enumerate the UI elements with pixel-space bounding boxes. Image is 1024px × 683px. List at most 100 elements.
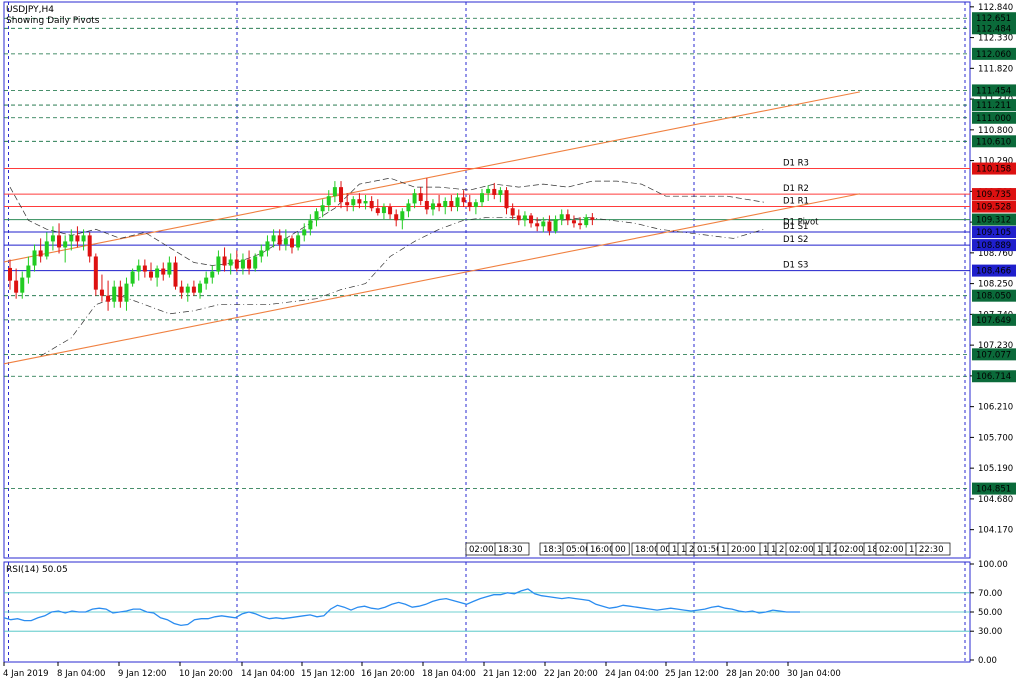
candle-body xyxy=(179,286,184,293)
price-level-tag: 110.610 xyxy=(972,135,1016,148)
candle xyxy=(87,232,92,263)
candle xyxy=(20,271,25,299)
candle-body xyxy=(529,215,534,224)
candle-body xyxy=(455,197,460,208)
rsi-line xyxy=(3,588,800,627)
candle-body xyxy=(326,196,331,206)
pivot-label: D1 S3 xyxy=(783,261,808,271)
candle-body xyxy=(443,201,448,208)
candle xyxy=(308,214,313,236)
candle-body xyxy=(590,217,595,220)
candle xyxy=(480,188,485,208)
price-level-tag: 108.466 xyxy=(972,264,1016,277)
candle-body xyxy=(388,207,393,215)
pivot-label: D1 S1 xyxy=(783,222,808,232)
rsi-tick-label: 50.00 xyxy=(978,608,1002,618)
price-level-tag-box xyxy=(972,84,1016,97)
price-level-tag-label: 112.060 xyxy=(976,50,1011,60)
time-tick-label: 4 Jan 2019 xyxy=(3,669,49,679)
candle xyxy=(498,187,503,203)
candle xyxy=(516,209,521,226)
time-tick-label: 9 Jan 12:00 xyxy=(118,669,166,679)
candle xyxy=(234,250,239,272)
pivot-label: D1 S2 xyxy=(783,235,808,245)
price-level-tag: 111.000 xyxy=(972,111,1016,124)
price-level-tag: 104.851 xyxy=(972,482,1016,495)
pivot-label: D1 Pivot xyxy=(783,218,819,228)
price-level-tag: 107.077 xyxy=(972,348,1016,361)
candle-body xyxy=(486,188,491,194)
price-level-tag: 112.484 xyxy=(972,22,1016,35)
price-level-tag: 108.889 xyxy=(972,239,1016,252)
price-tick-label: 107.230 xyxy=(978,341,1013,351)
price-level-tag: 109.735 xyxy=(972,188,1016,201)
price-tick-label: 110.290 xyxy=(978,157,1013,167)
candle-body xyxy=(535,223,540,227)
rsi-tick-label: 70.00 xyxy=(978,589,1002,599)
rsi-tick-label: 100.00 xyxy=(978,560,1008,570)
candle xyxy=(547,215,552,236)
candle xyxy=(69,229,74,251)
candle xyxy=(228,253,233,275)
overlap-time-tag-label: 1 xyxy=(771,545,776,555)
candle xyxy=(345,193,350,212)
candle xyxy=(93,253,98,296)
pivot-label: D1 R3 xyxy=(783,159,809,169)
candle xyxy=(296,232,301,251)
candle xyxy=(167,256,172,278)
candle-body xyxy=(93,256,98,290)
candle xyxy=(112,280,117,308)
candle-body xyxy=(461,197,466,203)
candle-body xyxy=(363,201,368,204)
candle-body xyxy=(50,235,55,242)
upper-envelope-line xyxy=(9,177,765,266)
candle-body xyxy=(332,187,337,197)
candle xyxy=(75,226,80,248)
time-tick-label: 24 Jan 04:00 xyxy=(605,669,659,679)
candle xyxy=(565,209,570,226)
candle-body xyxy=(498,190,503,195)
overlap-time-tag-label: 17 xyxy=(909,545,920,555)
candle-body xyxy=(381,207,386,214)
candle xyxy=(473,199,478,215)
overlap-time-tag-box xyxy=(494,542,530,556)
candle-body xyxy=(63,241,68,248)
overlap-time-tag-label: 1 xyxy=(825,545,830,555)
candle-body xyxy=(99,289,104,296)
overlap-time-tag-label: 1 xyxy=(721,545,726,555)
overlap-time-tag-label: 1 xyxy=(672,545,677,555)
candle xyxy=(118,280,123,308)
candle xyxy=(332,181,337,203)
candle xyxy=(283,229,288,251)
candle-body xyxy=(148,271,153,278)
price-tick-label: 105.700 xyxy=(978,433,1013,443)
candle xyxy=(363,194,368,210)
candle xyxy=(240,253,245,275)
candle xyxy=(161,262,166,281)
candle xyxy=(529,213,534,228)
overlap-time-tag-box xyxy=(611,542,630,556)
candle xyxy=(467,194,472,212)
overlap-time-tag: 22:30 xyxy=(915,542,951,556)
candle-body xyxy=(283,238,288,245)
price-level-tag-box xyxy=(972,264,1016,277)
overlap-time-tag-label: 18 xyxy=(867,545,878,555)
overlap-time-tag-label: 00 xyxy=(660,545,671,555)
candle-body xyxy=(277,235,282,245)
overlap-time-tag-label: 2 xyxy=(779,545,784,555)
rsi-panel: 100.00 70.00 50.00 30.00 0.00 RSI(14) 50.05 xyxy=(3,560,1008,666)
price-level-tag-label: 104.851 xyxy=(976,485,1011,495)
chart-symbol-title: USDJPY,H4 xyxy=(6,5,54,15)
candle xyxy=(314,208,319,227)
candle xyxy=(461,190,466,208)
time-tick-label: 22 Jan 20:00 xyxy=(544,669,598,679)
candle-body xyxy=(106,295,111,302)
price-tick-label: 106.210 xyxy=(978,403,1013,413)
candle-body xyxy=(351,199,356,206)
candle-body xyxy=(394,214,399,221)
candle-body xyxy=(492,188,497,195)
candle xyxy=(302,223,307,242)
candle-body xyxy=(565,214,570,221)
